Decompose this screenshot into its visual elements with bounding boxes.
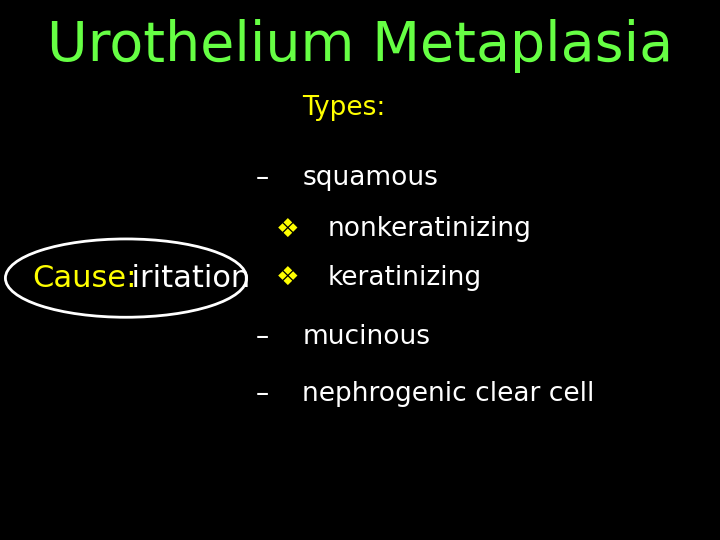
- Text: nephrogenic clear cell: nephrogenic clear cell: [302, 381, 595, 407]
- Text: Urothelium Metaplasia: Urothelium Metaplasia: [47, 19, 673, 73]
- Text: ❖: ❖: [276, 265, 300, 291]
- Text: iritation: iritation: [112, 264, 250, 293]
- Text: nonkeratinizing: nonkeratinizing: [328, 217, 531, 242]
- Text: –: –: [256, 165, 269, 191]
- Text: Types:: Types:: [302, 95, 386, 121]
- Text: squamous: squamous: [302, 165, 438, 191]
- Text: –: –: [256, 325, 269, 350]
- Text: –: –: [256, 381, 269, 407]
- Text: ❖: ❖: [276, 217, 300, 242]
- Text: Cause:: Cause:: [32, 264, 137, 293]
- Text: keratinizing: keratinizing: [328, 265, 482, 291]
- Text: mucinous: mucinous: [302, 325, 431, 350]
